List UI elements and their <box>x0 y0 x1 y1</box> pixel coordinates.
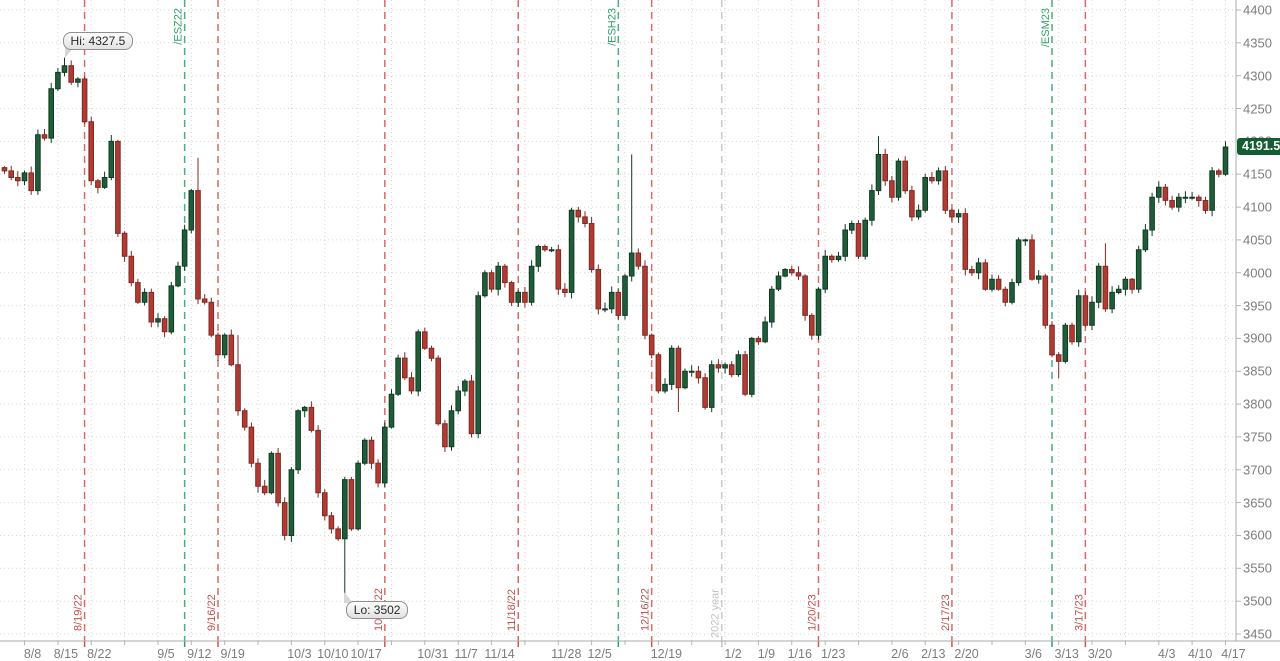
date-label: 9/5 <box>157 647 175 661</box>
grid <box>0 0 1236 641</box>
date-label: 10/3 <box>287 647 312 661</box>
date-label: 2/20 <box>954 647 979 661</box>
date-label: 3/20 <box>1087 647 1113 661</box>
price-label: 3850 <box>1243 363 1272 379</box>
high-annotation-pointer <box>64 46 74 58</box>
price-label: 3700 <box>1243 462 1272 478</box>
date-label: 1/16 <box>787 647 812 661</box>
price-label: 3900 <box>1243 330 1272 346</box>
price-label: 4300 <box>1243 68 1272 84</box>
rollover-line-label: 12/16/22 <box>640 588 652 631</box>
price-label: 3550 <box>1243 560 1272 576</box>
date-label: 4/3 <box>1158 647 1176 661</box>
high-annotation: Hi: 4327.5 <box>62 31 134 50</box>
rollover-line-label: /ESM23 <box>1040 8 1052 47</box>
price-label: 3600 <box>1243 527 1272 543</box>
price-label: 4100 <box>1243 199 1272 215</box>
last-price-badge: 4191.5 <box>1237 138 1280 156</box>
price-label: 3500 <box>1243 593 1272 609</box>
date-label: 1/23 <box>820 647 846 661</box>
rollover-line-label: 3/17/23 <box>1073 594 1085 631</box>
date-label: 3/6 <box>1024 647 1043 661</box>
date-label: 8/15 <box>53 647 79 661</box>
price-label: 4150 <box>1243 166 1272 182</box>
rollover-line-label: /ESZ22 <box>173 8 185 45</box>
date-label: 2/13 <box>921 647 946 661</box>
date-label: 8/8 <box>23 647 42 661</box>
price-label: 4050 <box>1243 232 1272 248</box>
axis-borders <box>0 0 1280 645</box>
date-label: 11/7 <box>454 647 478 661</box>
date-label: 12/19 <box>650 647 682 661</box>
date-label: 4/10 <box>1187 647 1213 661</box>
date-label: 9/12 <box>187 647 212 661</box>
rollover-line-label: /ESH23 <box>606 8 618 46</box>
price-label: 3750 <box>1243 429 1272 445</box>
price-label: 3450 <box>1243 626 1272 642</box>
low-annotation-pointer <box>343 591 353 603</box>
up-candle-bodies <box>21 65 1229 540</box>
rollover-lines-layer: 8/19/22/ESZ229/16/2210/21/2211/18/22/ESH… <box>73 0 1087 647</box>
date-label: 12/5 <box>587 647 612 661</box>
year-line-label: 2022 year <box>710 589 722 638</box>
date-label: 10/17 <box>350 647 382 661</box>
date-label: 3/13 <box>1054 647 1079 661</box>
rollover-line-label: 2/17/23 <box>940 594 952 631</box>
price-label: 4350 <box>1243 35 1272 51</box>
rollover-line-label: 8/19/22 <box>73 594 85 631</box>
candles-layer <box>1 57 1229 600</box>
date-label: 2/6 <box>891 647 909 661</box>
price-label: 3650 <box>1243 495 1272 511</box>
date-label: 11/28 <box>551 647 582 661</box>
price-label: 4000 <box>1243 265 1272 281</box>
date-label: 1/2 <box>724 647 742 661</box>
low-annotation: Lo: 3502 <box>345 600 409 619</box>
date-label: 10/10 <box>317 647 349 661</box>
date-label: 4/17 <box>1221 647 1246 661</box>
price-label: 4400 <box>1243 2 1272 18</box>
date-label: 1/9 <box>757 647 776 661</box>
date-label: 11/14 <box>484 647 515 661</box>
date-label: 9/19 <box>220 647 245 661</box>
price-label: 3950 <box>1243 298 1272 314</box>
rollover-line-label: 11/18/22 <box>506 589 518 631</box>
date-label: 8/22 <box>87 647 112 661</box>
rollover-line-label: 1/20/23 <box>806 594 818 631</box>
rollover-line-label: 9/16/22 <box>206 594 218 631</box>
down-candle-bodies <box>1 65 1222 540</box>
date-label: 10/31 <box>417 647 449 661</box>
price-label: 3800 <box>1243 396 1272 412</box>
price-label: 4250 <box>1243 101 1272 117</box>
